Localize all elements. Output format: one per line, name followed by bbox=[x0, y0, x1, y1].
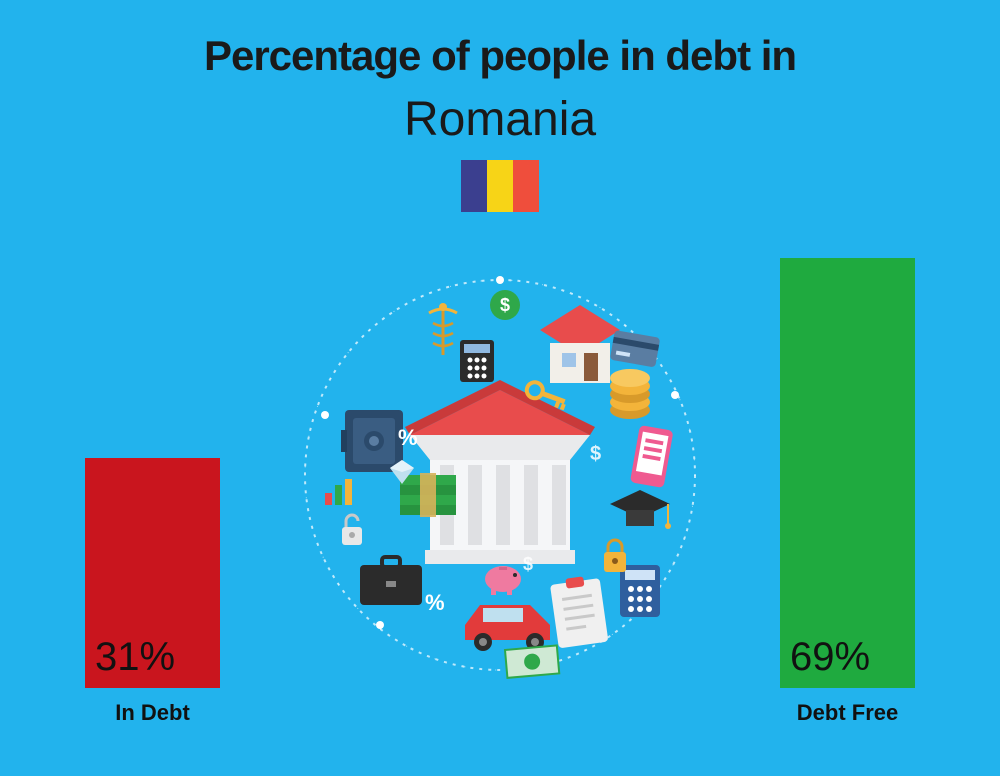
card-icon bbox=[610, 330, 661, 368]
lock-closed-icon bbox=[604, 540, 626, 572]
house-icon bbox=[540, 305, 620, 383]
flag-stripe-red bbox=[513, 160, 539, 212]
country-name: Romania bbox=[0, 92, 1000, 147]
dollar-coin-icon: $ bbox=[490, 290, 520, 320]
svg-text:%: % bbox=[425, 590, 445, 615]
calculator-icon bbox=[620, 565, 660, 617]
car-icon bbox=[465, 605, 550, 651]
bar-in-debt-label: In Debt bbox=[115, 700, 190, 726]
grad-cap-icon bbox=[610, 490, 671, 529]
bar-debt-free-rect: 69% bbox=[780, 258, 915, 688]
flag-stripe-blue bbox=[461, 160, 487, 212]
bar-in-debt: 31% In Debt bbox=[85, 458, 220, 688]
svg-text:$: $ bbox=[500, 295, 510, 315]
bar-debt-free-value: 69% bbox=[790, 635, 870, 680]
bar-debt-free: 69% Debt Free bbox=[780, 258, 915, 688]
svg-text:$: $ bbox=[590, 443, 601, 465]
bar-in-debt-value: 31% bbox=[95, 635, 175, 680]
clipboard-icon bbox=[549, 574, 608, 648]
infographic-canvas: Percentage of people in debt in Romania bbox=[0, 0, 1000, 776]
svg-text:%: % bbox=[398, 425, 418, 450]
flag-romania bbox=[461, 160, 539, 212]
briefcase-icon bbox=[360, 557, 422, 605]
bar-debt-free-label: Debt Free bbox=[797, 700, 898, 726]
mini-chart-icon bbox=[325, 479, 352, 505]
svg-text:$: $ bbox=[523, 554, 533, 574]
calc-top-icon bbox=[460, 340, 494, 382]
caduceus-icon bbox=[429, 303, 457, 355]
flag-stripe-yellow bbox=[487, 160, 513, 212]
bank-icon bbox=[405, 380, 595, 564]
coins-icon bbox=[610, 369, 650, 419]
cash-icon bbox=[505, 645, 559, 677]
piggy-icon bbox=[485, 566, 521, 595]
main-title: Percentage of people in debt in bbox=[0, 32, 1000, 80]
bar-in-debt-rect: 31% bbox=[85, 458, 220, 688]
safe-icon bbox=[341, 410, 403, 472]
money-stack-icon bbox=[400, 473, 456, 517]
lock-open-icon bbox=[342, 515, 362, 545]
finance-illustration: $ bbox=[290, 265, 710, 685]
phone-icon bbox=[630, 425, 674, 488]
